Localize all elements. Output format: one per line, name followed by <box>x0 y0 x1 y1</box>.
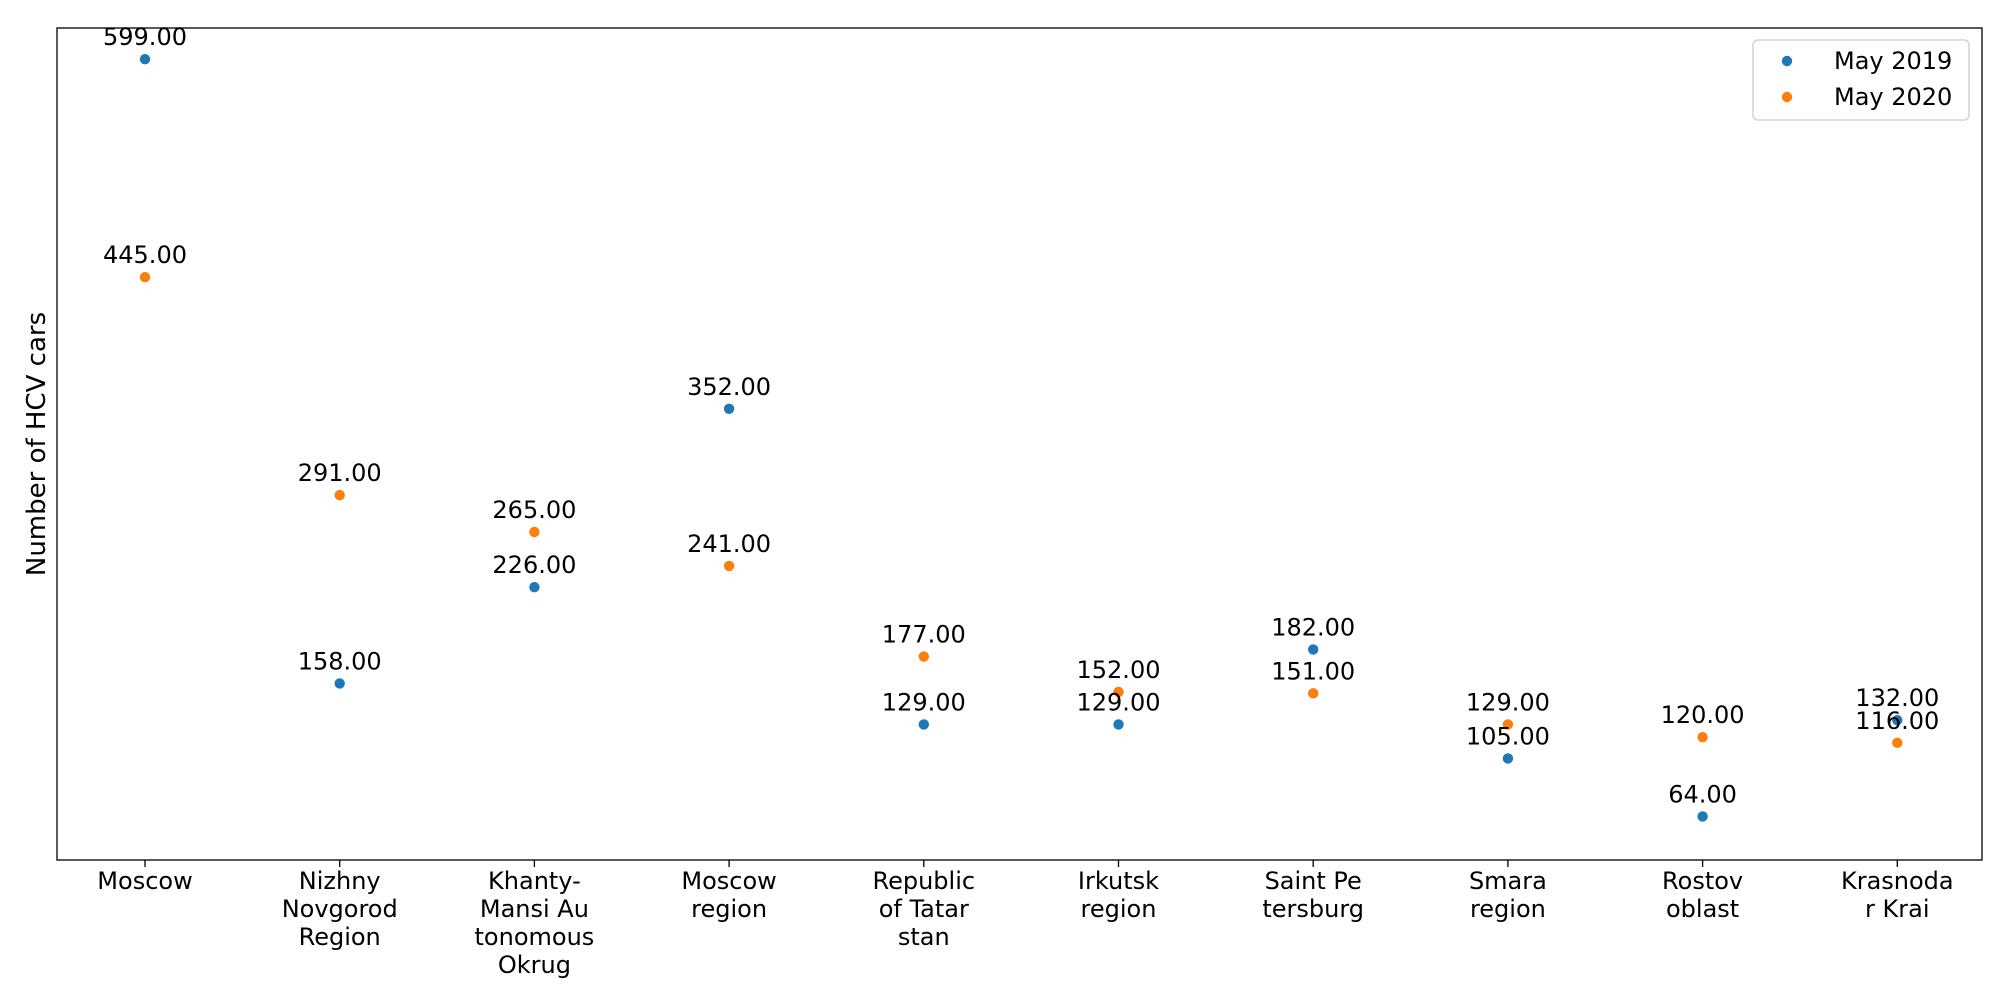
x-tick-label-line: Novgorod <box>282 895 398 923</box>
data-label: 241.00 <box>687 530 771 558</box>
data-label: 352.00 <box>687 373 771 401</box>
data-label: 129.00 <box>882 688 966 716</box>
data-label: 120.00 <box>1661 701 1745 729</box>
data-point <box>1697 811 1708 822</box>
x-tick-label-line: Krasnoda <box>1841 867 1954 895</box>
legend-items: May 2019 May 2020 <box>1781 47 1952 111</box>
x-tick-label-line: Saint Pe <box>1265 867 1362 895</box>
legend-marker <box>1781 55 1793 67</box>
data-point <box>1113 719 1124 730</box>
data-label: 116.00 <box>1855 707 1939 735</box>
data-label: 158.00 <box>298 647 382 675</box>
legend-marker <box>1781 91 1793 103</box>
x-tick-label: Nizhny Novgorod Region <box>282 867 398 951</box>
x-tick-label-line: Khanty- <box>488 867 581 895</box>
data-point <box>918 719 929 730</box>
x-tick-label-line: Region <box>299 923 381 951</box>
x-tick-label-line: region <box>1081 895 1157 923</box>
x-tick-label-line: Rostov <box>1662 867 1743 895</box>
data-point <box>1502 719 1514 730</box>
legend: May 2019 May 2020 <box>1752 39 1970 121</box>
legend-box <box>1752 39 1970 121</box>
x-tick-label-line: of Tatar <box>879 895 969 923</box>
data-point <box>723 560 735 572</box>
data-label: 182.00 <box>1271 613 1355 641</box>
data-point <box>529 581 540 593</box>
x-tick-label: Smara region <box>1469 867 1547 923</box>
data-point <box>1308 644 1319 655</box>
data-label: 291.00 <box>298 459 382 487</box>
data-point <box>1308 688 1319 699</box>
data-label: 132.00 <box>1855 684 1939 712</box>
x-tick-label: Saint Pe tersburg <box>1262 867 1364 923</box>
data-point <box>1502 753 1514 764</box>
x-tick-label-line: tonomous <box>475 923 595 951</box>
data-point <box>529 526 540 538</box>
data-point <box>139 271 151 283</box>
y-axis-label: Number of HCV cars <box>22 312 52 576</box>
x-tick-label-line: tersburg <box>1262 895 1364 923</box>
x-tick-label-line: stan <box>898 923 950 951</box>
data-label: 129.00 <box>1466 688 1550 716</box>
data-label: 265.00 <box>492 496 576 524</box>
data-label: 177.00 <box>882 621 966 649</box>
data-label: 226.00 <box>492 551 576 579</box>
data-point <box>1892 737 1903 749</box>
data-points <box>139 53 1903 822</box>
data-point <box>723 403 735 414</box>
x-tick-label-line: Smara <box>1469 867 1547 895</box>
data-point <box>334 678 345 689</box>
data-point <box>139 53 151 65</box>
data-label: 445.00 <box>103 241 187 269</box>
legend-label: May 2019 <box>1834 47 1952 75</box>
data-point <box>1697 731 1708 743</box>
x-tick-label: Rostov oblast <box>1662 867 1743 923</box>
x-tick-marks <box>144 860 1898 867</box>
data-point <box>1892 715 1903 726</box>
legend-label: May 2020 <box>1834 83 1952 111</box>
x-tick-label-line: Moscow <box>97 867 192 895</box>
x-tick-label-line: r Krai <box>1865 895 1929 923</box>
x-tick-label-line: region <box>1470 895 1546 923</box>
x-tick-label-line: Republic <box>873 867 976 895</box>
data-label: 64.00 <box>1668 780 1737 808</box>
data-label: 599.00 <box>103 23 187 51</box>
data-label: 129.00 <box>1077 688 1161 716</box>
x-tick-label-line: Nizhny <box>299 867 381 895</box>
data-point <box>918 651 929 662</box>
plot-frame <box>56 27 1983 861</box>
x-tick-label: Krasnoda r Krai <box>1841 867 1954 923</box>
x-tick-label-line: region <box>691 895 767 923</box>
data-point <box>1113 686 1124 698</box>
x-tick-label-line: Moscow <box>681 867 776 895</box>
data-label: 152.00 <box>1077 656 1161 684</box>
x-tick-label-line: Mansi Au <box>480 895 589 923</box>
x-tick-label-line: Okrug <box>498 951 571 979</box>
x-tick-label: Khanty-Mansi Au tonomous Okrug <box>475 867 595 979</box>
data-point <box>334 489 345 501</box>
x-tick-label: Republic of Tatar stan <box>873 867 976 951</box>
x-tick-label: Irkutsk region <box>1078 867 1159 923</box>
data-label: 105.00 <box>1466 722 1550 750</box>
x-tick-label-line: Irkutsk <box>1078 867 1159 895</box>
data-label: 151.00 <box>1271 657 1355 685</box>
value-labels: 599.00 158.00 226.00 352.00 129.00 129.00 182.… <box>103 23 1939 808</box>
x-tick-label-line: oblast <box>1666 895 1739 923</box>
x-tick-labels: Moscow Nizhny Novgorod Region Khanty-Mansi A… <box>97 867 1953 979</box>
x-tick-label: Moscow region <box>681 867 776 923</box>
x-tick-label: Moscow <box>97 867 192 895</box>
